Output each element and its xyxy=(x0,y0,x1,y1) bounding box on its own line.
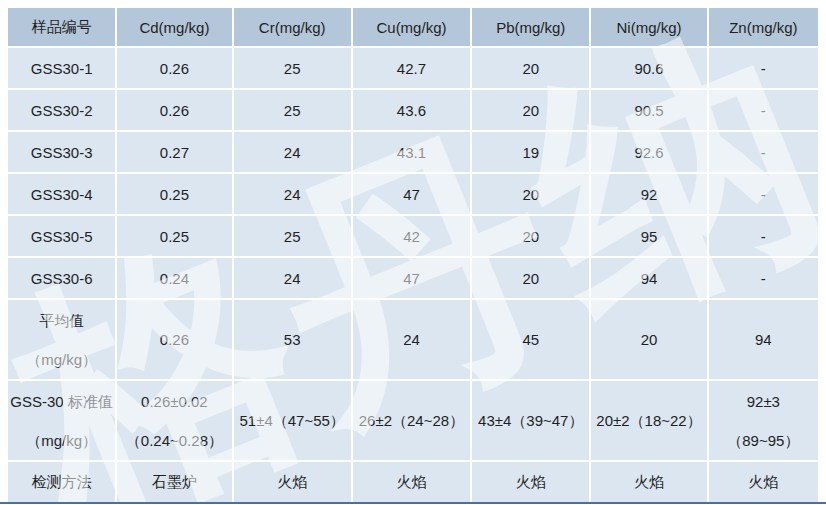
column-header-sample-id: 样品编号 xyxy=(7,7,116,47)
cell: 24 xyxy=(233,131,352,173)
cell: 43±4（39~47） xyxy=(471,380,590,461)
cell: - xyxy=(708,131,819,173)
cell: 0.26±0.02 （0.24~0.28） xyxy=(116,380,232,461)
column-header: Pb(mg/kg) xyxy=(471,7,590,47)
cell: 0.26 xyxy=(116,89,232,131)
column-header: Zn(mg/kg) xyxy=(708,7,819,47)
cell: 火焰 xyxy=(590,461,707,503)
column-header: Ni(mg/kg) xyxy=(590,7,707,47)
cell: 20 xyxy=(471,173,590,215)
cell: 0.24 xyxy=(116,257,232,299)
table-row: GSS30-20.262543.62090.5- xyxy=(7,89,819,131)
cell: 92 xyxy=(590,173,707,215)
cell: 0.25 xyxy=(116,173,232,215)
cell: 94 xyxy=(590,257,707,299)
cell: - xyxy=(708,215,819,257)
cell: 20 xyxy=(590,299,707,380)
cell: 92±3（89~95） xyxy=(708,380,819,461)
cell: 0.26 xyxy=(116,299,232,380)
cell: 45 xyxy=(471,299,590,380)
cell: 42.7 xyxy=(352,47,471,89)
table-body: GSS30-10.262542.72090.6-GSS30-20.262543.… xyxy=(7,47,819,503)
cell: 19 xyxy=(471,131,590,173)
cell: 火焰 xyxy=(471,461,590,503)
table-row: GSS30-60.2424472094- xyxy=(7,257,819,299)
table-row: 平均值 （mg/kg）0.265324452094 xyxy=(7,299,819,380)
cell: 92.6 xyxy=(590,131,707,173)
row-label: GSS30-1 xyxy=(7,47,116,89)
cell: - xyxy=(708,257,819,299)
cell: 47 xyxy=(352,173,471,215)
row-label: GSS30-6 xyxy=(7,257,116,299)
table-row: GSS30-10.262542.72090.6- xyxy=(7,47,819,89)
bottom-border-line xyxy=(0,502,826,504)
cell: 0.26 xyxy=(116,47,232,89)
cell: 43.1 xyxy=(352,131,471,173)
table-row: GSS-30 标准值 （mg/kg）0.26±0.02 （0.24~0.28）5… xyxy=(7,380,819,461)
column-header: Cu(mg/kg) xyxy=(352,7,471,47)
results-table: 样品编号Cd(mg/kg)Cr(mg/kg)Cu(mg/kg)Pb(mg/kg)… xyxy=(6,6,820,504)
cell: 0.25 xyxy=(116,215,232,257)
cell: 42 xyxy=(352,215,471,257)
cell: 94 xyxy=(708,299,819,380)
document-page: 样品编号Cd(mg/kg)Cr(mg/kg)Cu(mg/kg)Pb(mg/kg)… xyxy=(0,0,826,505)
cell: - xyxy=(708,89,819,131)
row-label: GSS-30 标准值 （mg/kg） xyxy=(7,380,116,461)
cell: 53 xyxy=(233,299,352,380)
row-label: 检测方法 xyxy=(7,461,116,503)
row-label: GSS30-5 xyxy=(7,215,116,257)
table-row: 检测方法石墨炉火焰火焰火焰火焰火焰 xyxy=(7,461,819,503)
cell: 20 xyxy=(471,47,590,89)
cell: 火焰 xyxy=(352,461,471,503)
cell: 火焰 xyxy=(233,461,352,503)
cell: - xyxy=(708,47,819,89)
cell: 24 xyxy=(233,257,352,299)
cell: 51±4（47~55） xyxy=(233,380,352,461)
cell: 43.6 xyxy=(352,89,471,131)
column-header: Cd(mg/kg) xyxy=(116,7,232,47)
cell: 26±2（24~28） xyxy=(352,380,471,461)
cell: 95 xyxy=(590,215,707,257)
cell: 24 xyxy=(233,173,352,215)
cell: 20 xyxy=(471,89,590,131)
table-row: GSS30-30.272443.11992.6- xyxy=(7,131,819,173)
row-label: GSS30-2 xyxy=(7,89,116,131)
cell: 25 xyxy=(233,89,352,131)
row-label: GSS30-4 xyxy=(7,173,116,215)
cell: 20±2（18~22） xyxy=(590,380,707,461)
cell: 25 xyxy=(233,215,352,257)
cell: 20 xyxy=(471,215,590,257)
table-row: GSS30-50.2525422095- xyxy=(7,215,819,257)
cell: 石墨炉 xyxy=(116,461,232,503)
column-header: Cr(mg/kg) xyxy=(233,7,352,47)
cell: 25 xyxy=(233,47,352,89)
cell: 0.27 xyxy=(116,131,232,173)
table-row: GSS30-40.2524472092- xyxy=(7,173,819,215)
row-label: 平均值 （mg/kg） xyxy=(7,299,116,380)
cell: 90.6 xyxy=(590,47,707,89)
cell: 火焰 xyxy=(708,461,819,503)
cell: 24 xyxy=(352,299,471,380)
cell: 20 xyxy=(471,257,590,299)
cell: 47 xyxy=(352,257,471,299)
cell: - xyxy=(708,173,819,215)
table-head-row: 样品编号Cd(mg/kg)Cr(mg/kg)Cu(mg/kg)Pb(mg/kg)… xyxy=(7,7,819,47)
cell: 90.5 xyxy=(590,89,707,131)
row-label: GSS30-3 xyxy=(7,131,116,173)
